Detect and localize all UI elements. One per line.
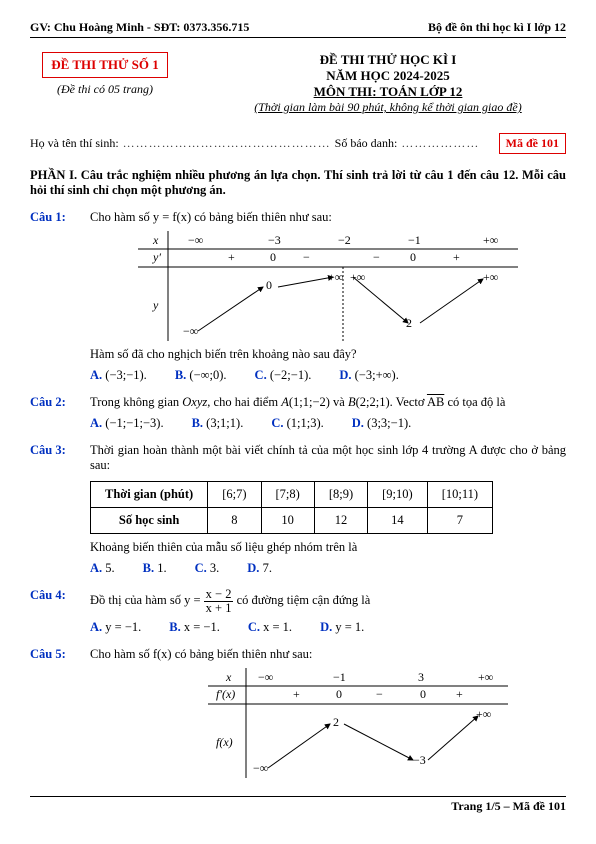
svg-text:x: x	[152, 233, 159, 247]
svg-text:−∞: −∞	[258, 670, 273, 684]
q1-after: Hàm số đã cho nghịch biến trên khoảng nà…	[90, 347, 566, 362]
q1-label: Câu 1:	[30, 210, 80, 225]
svg-text:2: 2	[406, 316, 412, 330]
id-dots: ………………	[401, 136, 479, 151]
svg-text:−1: −1	[333, 670, 346, 684]
svg-text:+∞: +∞	[350, 270, 365, 284]
svg-text:3: 3	[418, 670, 424, 684]
svg-text:f′(x): f′(x)	[216, 687, 235, 701]
svg-text:0: 0	[266, 278, 272, 292]
exam-title-1: ĐỀ THI THỬ HỌC KÌ I	[210, 52, 566, 68]
svg-text:x: x	[225, 670, 232, 684]
teacher-info: GV: Chu Hoàng Minh - SĐT: 0373.356.715	[30, 20, 249, 35]
exam-title-3: MÔN THI: TOÁN LỚP 12	[210, 84, 566, 100]
svg-text:+∞: +∞	[483, 233, 498, 247]
q2-text: Trong không gian Oxyz, cho hai điểm A(1;…	[90, 395, 566, 410]
svg-text:+: +	[456, 687, 463, 701]
q4-text: Đồ thị của hàm số y = x − 2 x + 1 có đườ…	[90, 588, 566, 614]
svg-text:0: 0	[270, 250, 276, 264]
q1-variation-table: x y′ y −∞ −3 −2 −1 +∞ + 0 − − 0 + 0 +∞ +…	[90, 231, 566, 341]
svg-text:0: 0	[420, 687, 426, 701]
q3-table: Thời gian (phút) [6;7) [7;8) [8;9) [9;10…	[90, 481, 493, 534]
page-footer: Trang 1/5 – Mã đề 101	[451, 799, 566, 814]
svg-text:+∞: +∞	[483, 270, 498, 284]
book-title: Bộ đề ôn thi học kì I lớp 12	[428, 20, 566, 35]
exam-code-box: Mã đề 101	[499, 133, 566, 154]
id-label: Số báo danh:	[335, 136, 398, 151]
q4-label: Câu 4:	[30, 588, 80, 614]
svg-text:−3: −3	[268, 233, 281, 247]
svg-text:+: +	[228, 250, 235, 264]
svg-text:+: +	[293, 687, 300, 701]
svg-text:−∞: −∞	[188, 233, 203, 247]
q5-variation-table: x f′(x) f(x) −∞ −1 3 +∞ + 0 − 0 + +∞ 2 −…	[150, 668, 566, 778]
svg-text:−1: −1	[408, 233, 421, 247]
q5-text: Cho hàm số f(x) có bảng biến thiên như s…	[90, 647, 566, 662]
svg-text:−2: −2	[338, 233, 351, 247]
exam-title-2: NĂM HỌC 2024-2025	[210, 68, 566, 84]
exam-number-box: ĐỀ THI THỬ SỐ 1	[42, 52, 167, 78]
q3-options: A. 5. B. 1. C. 3. D. 7.	[90, 561, 566, 576]
exam-title-4: (Thời gian làm bài 90 phút, không kể thờ…	[210, 100, 566, 115]
section-1-title: PHẦN I. Câu trắc nghiệm nhiều phương án …	[30, 168, 566, 198]
svg-text:+: +	[453, 250, 460, 264]
svg-text:2: 2	[333, 715, 339, 729]
svg-text:−: −	[376, 687, 383, 701]
q2-label: Câu 2:	[30, 395, 80, 410]
svg-text:0: 0	[336, 687, 342, 701]
q3-label: Câu 3:	[30, 443, 80, 473]
q4-options: A. y = −1. B. x = −1. C. x = 1. D. y = 1…	[90, 620, 566, 635]
name-dots: …………………………………………	[123, 136, 331, 151]
svg-text:+∞: +∞	[478, 670, 493, 684]
q1-options: A. (−3;−1). B. (−∞;0). C. (−2;−1). D. (−…	[90, 368, 566, 383]
svg-text:−∞: −∞	[253, 761, 268, 775]
q5-label: Câu 5:	[30, 647, 80, 662]
page-count-note: (Đề thi có 05 trang)	[30, 82, 180, 97]
svg-text:−: −	[303, 250, 310, 264]
svg-text:−: −	[373, 250, 380, 264]
svg-text:−∞: −∞	[183, 324, 198, 338]
svg-text:f(x): f(x)	[216, 735, 233, 749]
q1-text: Cho hàm số y = f(x) có bảng biến thiên n…	[90, 210, 566, 225]
q2-options: A. (−1;−1;−3). B. (3;1;1). C. (1;1;3). D…	[90, 416, 566, 431]
svg-text:y: y	[152, 298, 159, 312]
name-label: Họ và tên thí sinh:	[30, 136, 119, 151]
q3-text: Thời gian hoàn thành một bài viết chính …	[90, 443, 566, 473]
q3-after: Khoảng biến thiên của mẫu số liệu ghép n…	[90, 540, 566, 555]
svg-text:0: 0	[410, 250, 416, 264]
svg-text:−3: −3	[413, 753, 426, 767]
svg-text:y′: y′	[152, 250, 161, 264]
svg-text:+∞: +∞	[476, 707, 491, 721]
